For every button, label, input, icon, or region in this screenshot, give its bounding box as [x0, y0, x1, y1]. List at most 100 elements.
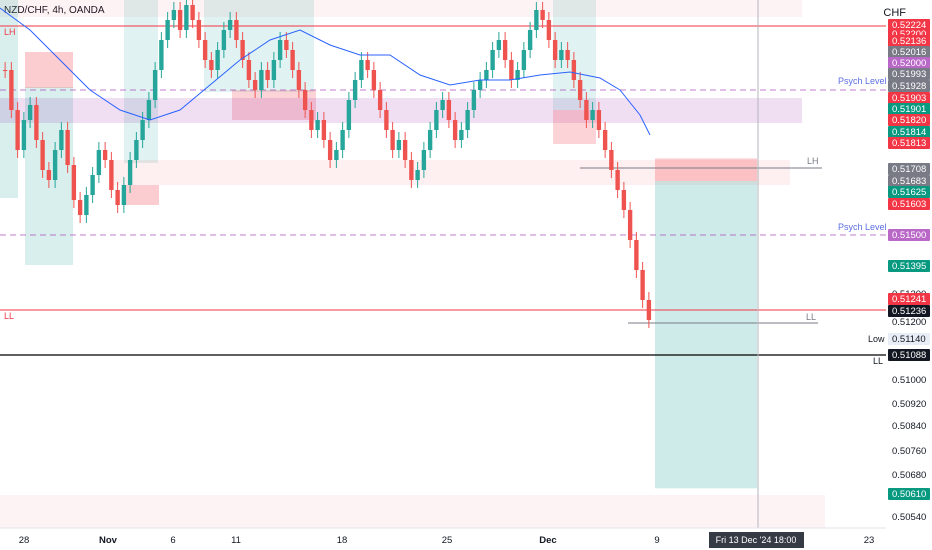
candle-body[interactable]: [490, 50, 495, 70]
candle-body[interactable]: [115, 190, 120, 205]
candle-body[interactable]: [421, 150, 427, 170]
candle-body[interactable]: [252, 80, 258, 90]
candle-body[interactable]: [34, 105, 39, 140]
candle-body[interactable]: [177, 10, 183, 30]
candle-body[interactable]: [627, 210, 633, 240]
candle-body[interactable]: [209, 60, 214, 70]
candle-body[interactable]: [46, 170, 52, 180]
candle-body[interactable]: [377, 90, 383, 110]
candle-body[interactable]: [465, 110, 470, 130]
candle-body[interactable]: [365, 60, 370, 70]
candle-body[interactable]: [121, 185, 127, 205]
candle-body[interactable]: [77, 200, 83, 215]
candle-body[interactable]: [577, 80, 583, 100]
candle-body[interactable]: [2, 70, 8, 71]
candle-body[interactable]: [290, 50, 295, 70]
candle-body[interactable]: [21, 120, 27, 150]
candle-body[interactable]: [227, 20, 233, 30]
candle-body[interactable]: [590, 110, 595, 120]
candle-body[interactable]: [565, 50, 570, 60]
candle-body[interactable]: [240, 40, 245, 60]
candle-body[interactable]: [296, 70, 302, 90]
candle-body[interactable]: [402, 140, 408, 160]
candle-body[interactable]: [96, 150, 102, 175]
candle-body[interactable]: [390, 130, 395, 150]
candle-body[interactable]: [215, 50, 220, 70]
candle-body[interactable]: [446, 100, 452, 120]
candle-body[interactable]: [152, 70, 158, 100]
candle-body[interactable]: [284, 40, 289, 50]
candle-body[interactable]: [534, 10, 539, 30]
candle-body[interactable]: [596, 110, 602, 130]
candle-body[interactable]: [552, 40, 558, 60]
candle-body[interactable]: [59, 130, 64, 150]
candle-body[interactable]: [246, 60, 252, 80]
trade-stop-zone[interactable]: [655, 158, 757, 181]
candle-body[interactable]: [384, 110, 389, 130]
candle-body[interactable]: [352, 80, 358, 100]
candle-body[interactable]: [409, 160, 414, 180]
candle-body[interactable]: [202, 40, 208, 60]
candle-body[interactable]: [346, 100, 352, 130]
candle-body[interactable]: [327, 140, 333, 160]
candle-body[interactable]: [471, 90, 477, 110]
candle-body[interactable]: [584, 100, 589, 120]
candle-body[interactable]: [134, 140, 139, 160]
candle-body[interactable]: [515, 70, 520, 80]
candle-body[interactable]: [15, 110, 20, 150]
candle-body[interactable]: [484, 70, 489, 80]
candle-body[interactable]: [102, 150, 108, 160]
candle-body[interactable]: [396, 140, 402, 150]
candle-body[interactable]: [371, 70, 377, 90]
candle-body[interactable]: [334, 150, 339, 160]
candle-body[interactable]: [221, 30, 227, 50]
candle-body[interactable]: [271, 60, 277, 80]
candle-body[interactable]: [621, 190, 627, 210]
candle-body[interactable]: [184, 5, 189, 30]
candle-body[interactable]: [84, 195, 89, 215]
candle-body[interactable]: [602, 130, 608, 150]
candle-body[interactable]: [277, 40, 283, 60]
candle-body[interactable]: [540, 10, 545, 20]
candle-body[interactable]: [165, 20, 170, 40]
candle-body[interactable]: [302, 90, 308, 110]
candle-body[interactable]: [509, 60, 514, 80]
candle-body[interactable]: [340, 130, 345, 150]
candle-body[interactable]: [521, 50, 527, 70]
candle-body[interactable]: [146, 100, 152, 120]
candle-body[interactable]: [52, 150, 58, 180]
candle-body[interactable]: [90, 175, 95, 195]
candle-body[interactable]: [259, 70, 264, 90]
candle-body[interactable]: [440, 100, 445, 110]
candle-body[interactable]: [615, 170, 620, 190]
candle-body[interactable]: [190, 5, 195, 20]
candle-body[interactable]: [646, 300, 652, 320]
candle-body[interactable]: [452, 120, 458, 140]
candle-body[interactable]: [434, 110, 439, 130]
candle-body[interactable]: [527, 30, 533, 50]
candle-body[interactable]: [265, 70, 270, 80]
candle-body[interactable]: [127, 160, 133, 185]
trade-target-zone[interactable]: [655, 181, 757, 489]
candle-body[interactable]: [140, 120, 145, 140]
candle-body[interactable]: [609, 150, 614, 170]
candle-body[interactable]: [415, 170, 420, 180]
candle-body[interactable]: [9, 70, 14, 110]
candle-body[interactable]: [71, 165, 77, 200]
candle-body[interactable]: [359, 60, 364, 80]
candle-body[interactable]: [559, 50, 564, 60]
candle-body[interactable]: [65, 130, 70, 165]
candle-body[interactable]: [477, 80, 483, 90]
candle-body[interactable]: [640, 270, 645, 300]
candle-body[interactable]: [459, 130, 464, 140]
candle-body[interactable]: [496, 40, 502, 50]
candle-body[interactable]: [321, 120, 327, 140]
candle-body[interactable]: [315, 120, 320, 130]
candle-body[interactable]: [502, 40, 508, 60]
candle-body[interactable]: [634, 240, 639, 270]
candle-body[interactable]: [571, 60, 577, 80]
candle-body[interactable]: [171, 10, 177, 20]
candle-body[interactable]: [27, 105, 33, 120]
candle-body[interactable]: [427, 130, 433, 150]
